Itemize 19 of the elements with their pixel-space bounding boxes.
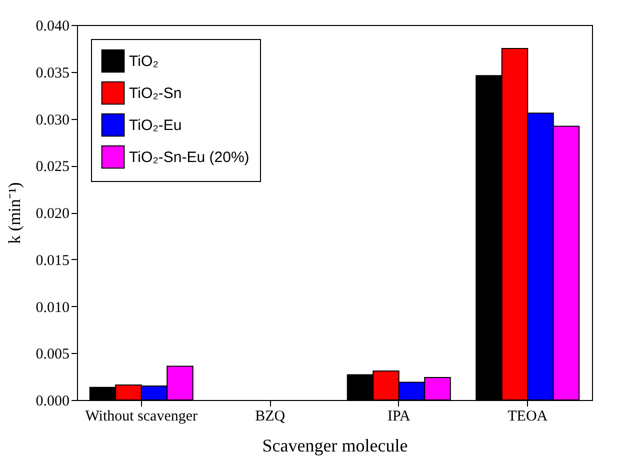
- x-tick-label: BZQ: [255, 408, 286, 424]
- legend-label: TiO₂: [129, 53, 159, 70]
- y-tick-label: 0.025: [36, 159, 70, 176]
- legend-label: TiO₂-Sn-Eu (20%): [129, 149, 250, 166]
- x-tick-label: TEOA: [508, 408, 548, 424]
- y-tick-label: 0.020: [36, 206, 70, 222]
- y-tick-label: 0.015: [36, 252, 70, 269]
- x-tick-label: IPA: [387, 408, 410, 424]
- legend-label: TiO₂-Eu: [129, 117, 182, 134]
- y-tick-label: 0.010: [36, 300, 70, 316]
- y-axis-title: k (min⁻¹): [4, 182, 24, 244]
- y-tick-label: 0.000: [36, 394, 70, 410]
- y-tick-label: 0.035: [36, 65, 70, 82]
- x-tick-label: Without scavenger: [85, 408, 198, 424]
- y-tick-label: 0.030: [36, 112, 70, 128]
- y-tick-label: 0.005: [36, 346, 70, 363]
- x-axis-title: Scavenger molecule: [262, 436, 408, 456]
- legend-label: TiO₂-Sn: [129, 85, 182, 102]
- y-tick-label: 0.040: [36, 18, 70, 34]
